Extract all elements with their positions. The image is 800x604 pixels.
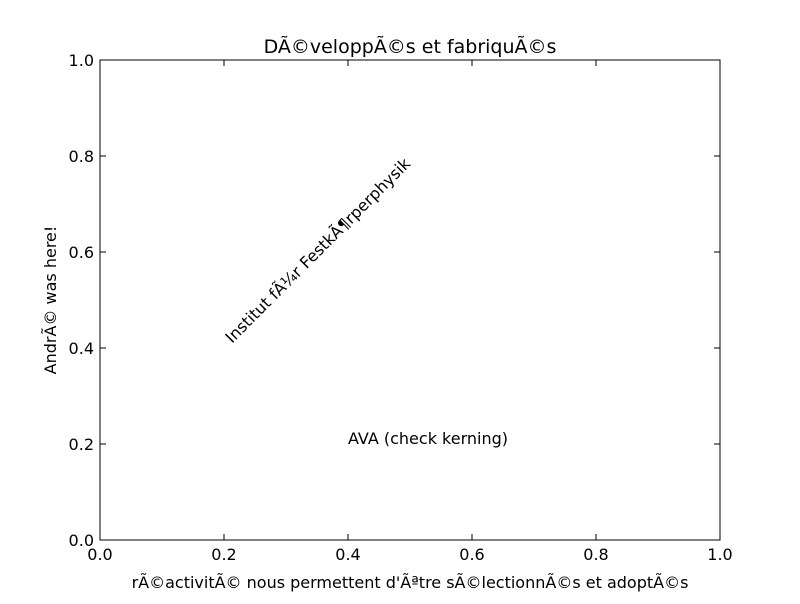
x-tick-label: 0.6 bbox=[459, 545, 484, 564]
x-axis-label: rÃ©activitÃ© nous permettent d'Ãªtre sÃ©… bbox=[132, 573, 689, 592]
x-tick-label: 0.0 bbox=[87, 545, 112, 564]
y-tick-label: 0.8 bbox=[69, 147, 94, 166]
y-tick-label: 0.6 bbox=[69, 243, 94, 262]
annotation: AVA (check kerning) bbox=[348, 429, 508, 448]
x-tick-label: 0.8 bbox=[583, 545, 608, 564]
y-tick-label: 1.0 bbox=[69, 51, 94, 70]
x-tick-label: 0.2 bbox=[211, 545, 236, 564]
y-tick-label: 0.4 bbox=[69, 339, 94, 358]
x-tick-label: 1.0 bbox=[707, 545, 732, 564]
plot-frame bbox=[99, 59, 721, 541]
y-axis-label: AndrÃ© was here! bbox=[41, 226, 60, 375]
chart-title: DÃ©veloppÃ©s et fabriquÃ©s bbox=[264, 35, 557, 58]
x-tick-label: 0.4 bbox=[335, 545, 360, 564]
y-tick-label: 0.2 bbox=[69, 435, 94, 454]
y-tick-label: 0.0 bbox=[69, 531, 94, 550]
